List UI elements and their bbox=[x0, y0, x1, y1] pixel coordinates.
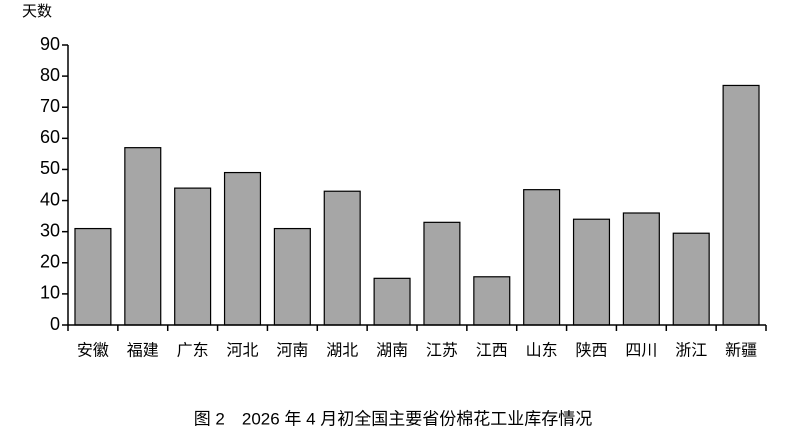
bar bbox=[174, 187, 212, 326]
bar bbox=[423, 221, 461, 326]
bar bbox=[473, 276, 511, 326]
x-tick-label: 湖南 bbox=[376, 342, 408, 360]
x-tick-label: 福建 bbox=[127, 342, 159, 360]
x-tick-label: 广东 bbox=[177, 342, 209, 360]
y-tick-label: 0 bbox=[50, 314, 60, 334]
bar bbox=[223, 171, 262, 326]
y-tick-label: 40 bbox=[40, 189, 60, 209]
bar bbox=[273, 227, 311, 326]
x-tick-label: 新疆 bbox=[725, 342, 757, 360]
bar bbox=[722, 84, 760, 326]
y-tick-label: 70 bbox=[40, 96, 60, 116]
chart-title: 图 2 2026 年 4 月初全国主要省份棉花工业库存情况 bbox=[194, 409, 593, 428]
y-tick-label: 50 bbox=[40, 158, 60, 178]
bar bbox=[523, 189, 561, 326]
x-tick-label: 河北 bbox=[226, 342, 258, 360]
bar bbox=[124, 147, 162, 326]
x-tick-label: 江西 bbox=[476, 342, 508, 360]
bar bbox=[572, 218, 611, 326]
x-tick-label: 山东 bbox=[526, 342, 558, 360]
y-tick-label: 20 bbox=[40, 252, 60, 272]
y-tick-label: 30 bbox=[40, 220, 60, 240]
y-tick-label: 60 bbox=[40, 127, 60, 147]
x-tick-label: 浙江 bbox=[675, 342, 707, 360]
x-tick-label: 安徽 bbox=[77, 342, 109, 360]
y-tick-label: 90 bbox=[40, 34, 60, 54]
bar bbox=[622, 212, 660, 326]
x-tick-label: 四川 bbox=[625, 343, 657, 360]
x-tick-label: 湖北 bbox=[326, 342, 358, 360]
x-tick-label: 陕西 bbox=[575, 342, 607, 360]
y-axis-label: 天数 bbox=[22, 3, 52, 20]
bar bbox=[373, 277, 411, 326]
x-tick-label: 江苏 bbox=[426, 342, 458, 360]
bar bbox=[74, 227, 112, 326]
y-tick-label: 80 bbox=[40, 65, 60, 85]
bar bbox=[323, 190, 361, 326]
bar bbox=[672, 232, 710, 326]
x-tick-label: 河南 bbox=[276, 342, 308, 360]
y-tick-label: 10 bbox=[40, 283, 60, 303]
